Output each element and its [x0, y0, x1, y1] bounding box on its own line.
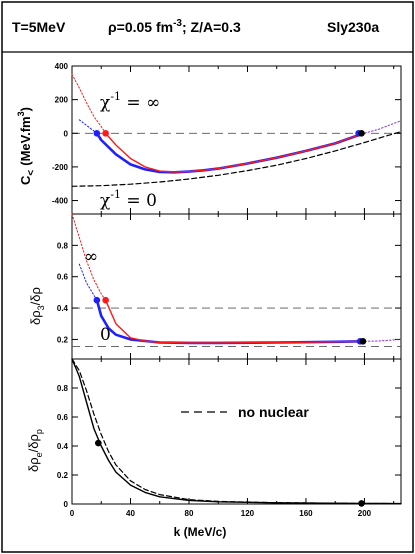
- y-tick-label-bottom-3: 0.6: [57, 413, 69, 422]
- series-top-purple-dotted: [361, 120, 402, 135]
- y-tick-label-bottom-4: 0.8: [57, 384, 69, 393]
- chi-inf-annotation: χ-1 = ∞: [100, 90, 160, 113]
- marker-top-red-1: [102, 129, 109, 137]
- series-top-black-dashed: [71, 131, 402, 187]
- series-middle-red-dotted: [71, 213, 107, 301]
- header-model: Sly230a: [327, 19, 379, 35]
- y-tick-label-middle-1: 0.4: [57, 304, 69, 313]
- y-tick-label-bottom-0: 0: [64, 500, 69, 509]
- x-tick-label-3: 120: [241, 509, 255, 518]
- legend: no nuclear: [181, 404, 309, 420]
- chi-zero-annotation: χ-1 = 0: [100, 188, 157, 211]
- x-tick-label-0: 0: [70, 509, 75, 518]
- y-tick-label-bottom-2: 0.4: [57, 442, 69, 451]
- y-tick-label-top-4: -400: [52, 197, 69, 206]
- x-tick-label-5: 200: [358, 509, 372, 518]
- middle-zero-annotation: 0: [100, 325, 111, 345]
- marker-middle-blue-0: [93, 296, 101, 304]
- y-tick-label-top-0: 400: [55, 62, 69, 71]
- panel-bottom-frame: [71, 358, 402, 505]
- y-tick-label-top-3: -200: [52, 163, 69, 172]
- series-bottom-black-dashed: [71, 358, 402, 505]
- marker-bottom-black-0: [95, 439, 102, 447]
- figure-header: T=5MeV ρ=0.05 fm-3; Z/A=0.3 Sly230a: [12, 18, 379, 35]
- marker-bottom-black-1: [358, 500, 365, 507]
- x-tick-label-2: 80: [185, 509, 194, 518]
- marker-top-blue-0: [93, 129, 101, 137]
- y-tick-label-middle-3: 0.8: [57, 241, 69, 250]
- middle-infinity-annotation: ∞: [84, 247, 98, 267]
- marker-top-black-3: [358, 129, 365, 137]
- x-axis-label: k (MeV/c): [174, 525, 227, 539]
- header-density: ρ=0.05 fm-3; Z/A=0.3: [108, 18, 241, 35]
- series-middle-red-solid: [104, 299, 363, 344]
- marker-middle-red-1: [102, 296, 109, 304]
- top-y-axis-label: C<(MeV.fm3): [16, 107, 37, 185]
- middle-y-axis-label: δρ3/δρ: [28, 287, 46, 325]
- plot-layer: 4002000-200-4000.20.40.60.800.20.40.60.8…: [52, 62, 402, 518]
- x-tick-label-1: 40: [126, 509, 135, 518]
- series-middle-blue-dotted: [78, 263, 98, 301]
- series-top-blue-dotted: [78, 119, 98, 134]
- bottom-y-axis-label: δρe/δρp: [26, 429, 44, 472]
- y-tick-label-bottom-1: 0.2: [57, 471, 69, 480]
- marker-middle-black-3: [359, 337, 367, 345]
- series-top-red-solid: [104, 132, 363, 173]
- y-tick-label-top-1: 200: [55, 96, 69, 105]
- legend-no-nuclear: no nuclear: [238, 404, 309, 420]
- header-temperature: T=5MeV: [12, 19, 66, 35]
- x-tick-label-4: 160: [299, 509, 313, 518]
- y-tick-label-top-2: 0: [64, 129, 69, 138]
- y-tick-label-middle-0: 0.2: [57, 335, 69, 344]
- series-middle-purple-dotted: [361, 338, 402, 342]
- y-tick-label-middle-2: 0.6: [57, 273, 69, 282]
- series-top-red-dotted: [71, 73, 107, 134]
